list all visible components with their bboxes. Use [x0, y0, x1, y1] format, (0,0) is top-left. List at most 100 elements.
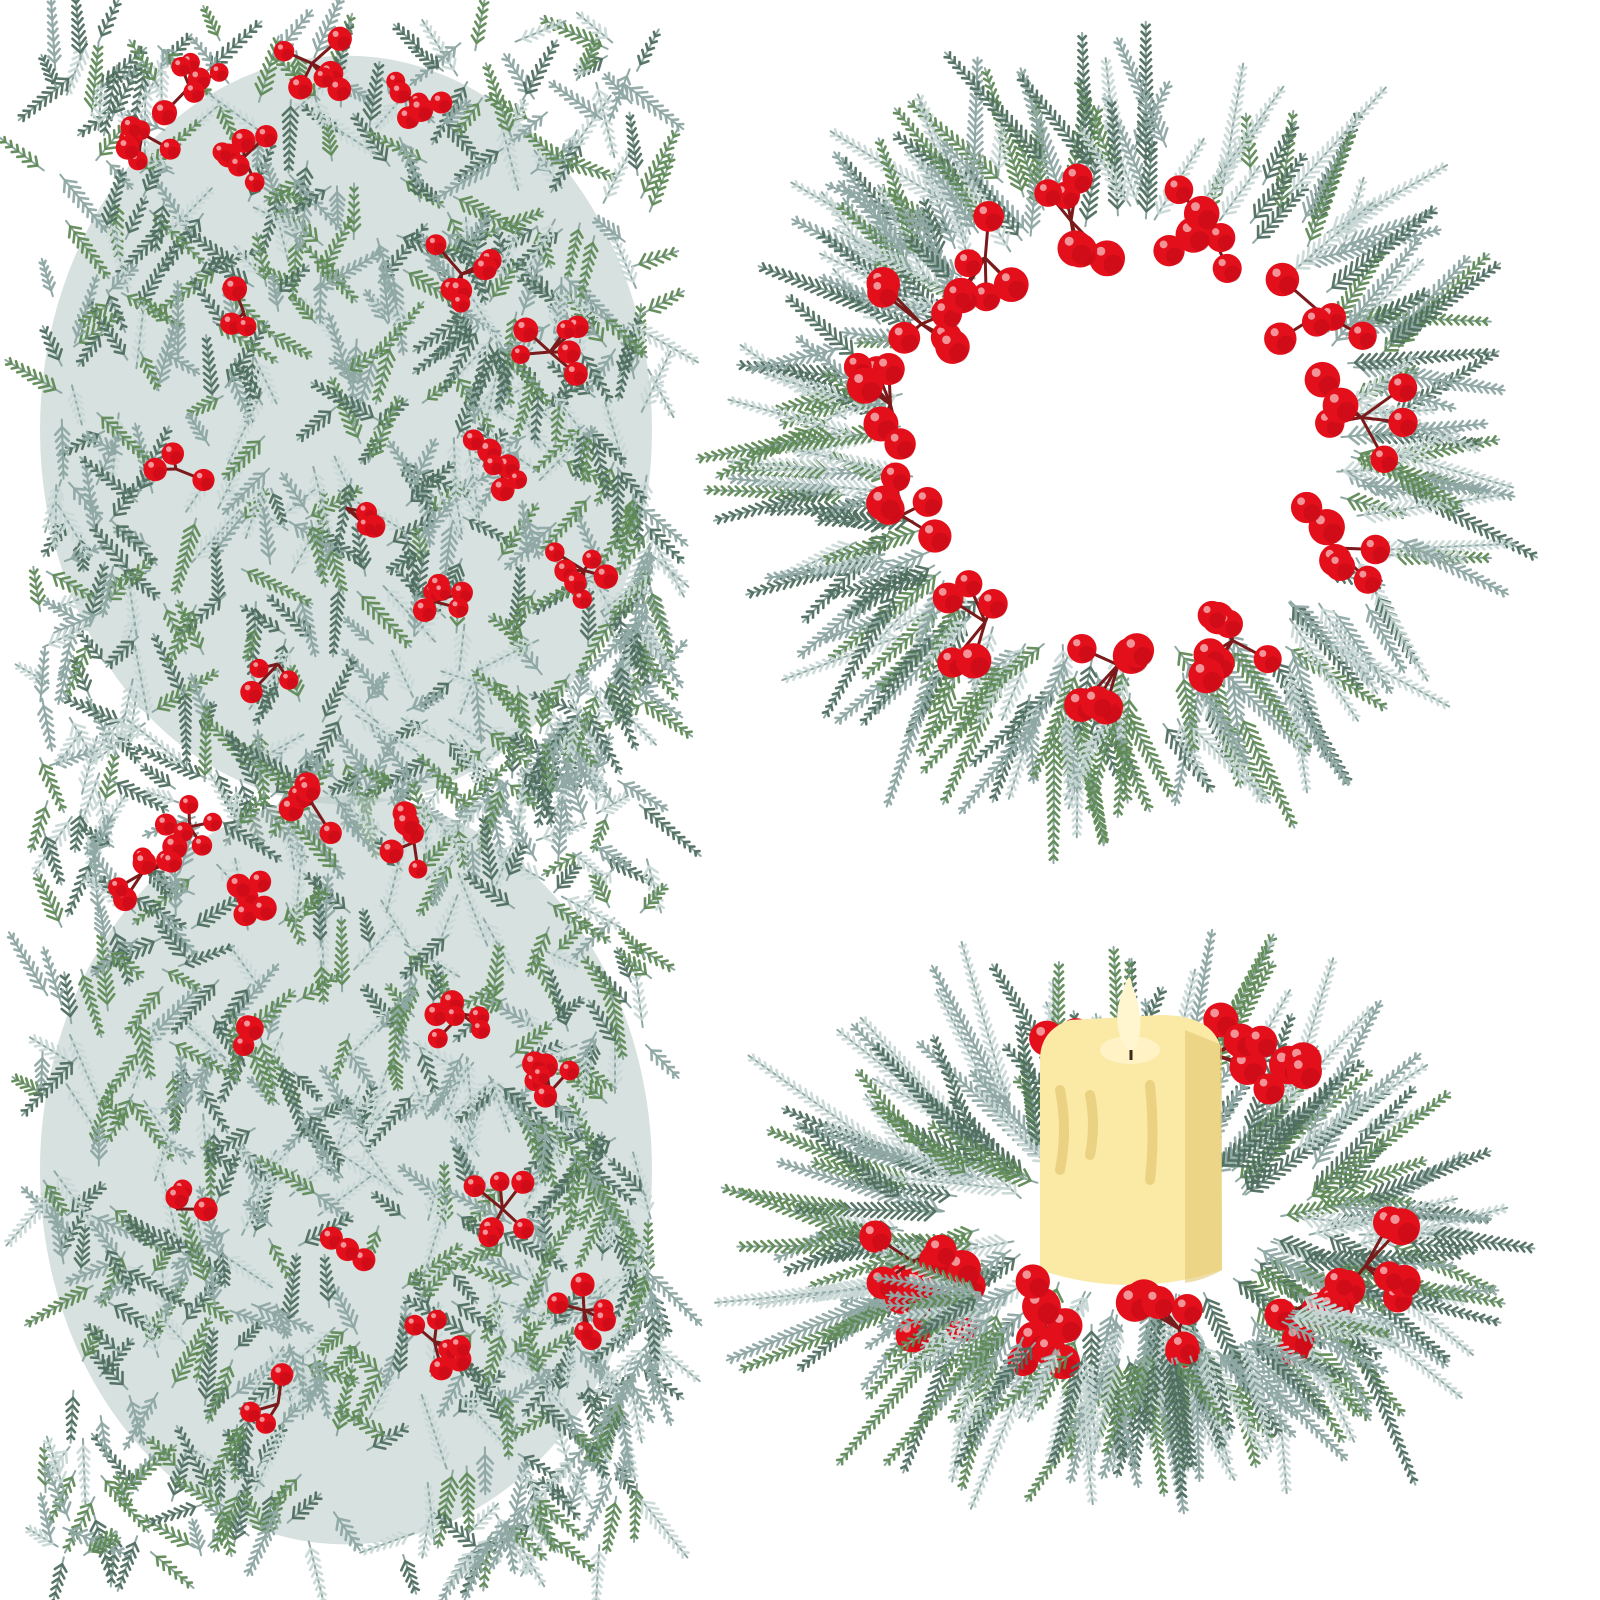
fir-sprig — [268, 1473, 302, 1511]
flame — [1117, 977, 1141, 1050]
fir-sprig — [1363, 1147, 1492, 1204]
fir-sprig — [42, 1435, 68, 1491]
fir-sprig — [307, 519, 329, 588]
fir-sprig — [371, 342, 396, 405]
fir-sprig — [359, 1531, 415, 1556]
berry-cluster — [547, 1272, 616, 1351]
fir-sprig — [600, 314, 648, 359]
fir-sprig — [96, 931, 116, 1012]
fir-sprig — [279, 472, 309, 514]
fir-sprig — [983, 1341, 1037, 1405]
fir-sprig — [190, 508, 242, 564]
fir-sprig — [322, 123, 339, 162]
fir-sprig — [242, 482, 268, 540]
fir-sprig — [809, 549, 886, 575]
fir-sprig — [197, 701, 213, 783]
fir-sprig — [122, 1267, 193, 1311]
fir-sprig — [252, 1423, 286, 1492]
fir-sprig — [38, 53, 58, 89]
fir-sprig — [560, 895, 622, 931]
fir-sprig — [370, 1190, 406, 1220]
fir-sprig — [575, 11, 614, 44]
fir-sprig — [1288, 1311, 1396, 1351]
fir-sprig — [458, 1465, 476, 1534]
fir-sprig — [75, 329, 104, 367]
fir-sprig — [481, 1329, 507, 1387]
fir-sprig — [273, 263, 311, 297]
fir-sprig — [232, 358, 264, 406]
fir-sprig — [1250, 1267, 1318, 1306]
fir-sprig — [1239, 714, 1298, 829]
fir-sprig — [1101, 1358, 1140, 1457]
fir-sprig — [630, 1381, 656, 1424]
fir-sprig — [546, 1483, 581, 1521]
fir-sprig — [188, 1518, 206, 1557]
fir-sprig — [629, 1483, 644, 1543]
fir-sprig — [554, 1099, 583, 1138]
fir-sprig — [346, 182, 362, 241]
fir-sprig — [1249, 152, 1308, 224]
fir-sprig — [141, 1314, 163, 1358]
fir-sprig — [332, 477, 356, 557]
fir-sprig — [449, 1269, 480, 1305]
fir-sprig — [40, 946, 65, 1006]
berry-cluster — [1034, 163, 1126, 277]
fir-sprig — [460, 1056, 477, 1116]
fir-sprig — [311, 96, 333, 134]
fir-sprig — [521, 39, 560, 101]
berry-cluster — [425, 234, 502, 313]
fir-sprig — [1347, 348, 1492, 372]
fir-sprig — [97, 0, 122, 44]
fir-sprig — [96, 411, 150, 463]
fir-sprig — [325, 312, 355, 388]
fir-sprig — [221, 1253, 274, 1290]
berry-cluster — [404, 1309, 472, 1381]
fir-sprig — [213, 983, 252, 1036]
pillar-candle — [1040, 977, 1222, 1285]
fir-sprig — [488, 612, 529, 642]
fir-sprig — [571, 852, 604, 878]
fir-sprig — [495, 207, 545, 234]
fir-sprig — [457, 759, 514, 810]
fir-sprig — [593, 1345, 648, 1397]
berry-cluster — [932, 570, 1008, 679]
fir-sprig — [738, 1306, 894, 1374]
fir-sprig — [1252, 183, 1310, 244]
fir-sprig — [358, 907, 376, 949]
fir-sprig — [1384, 260, 1501, 347]
fir-sprig — [1290, 200, 1374, 274]
fir-sprig — [536, 1126, 553, 1175]
berry-cluster — [1007, 1264, 1083, 1380]
berry-cluster — [424, 990, 491, 1049]
fir-sprig — [636, 628, 675, 670]
berry-cluster — [1304, 361, 1418, 474]
fir-sprig — [131, 1018, 156, 1081]
fir-sprig — [199, 1146, 237, 1172]
fir-sprig — [105, 948, 145, 981]
fir-sprig — [592, 214, 626, 243]
fir-sprig — [552, 995, 585, 1022]
fir-sprig — [154, 919, 190, 962]
fir-sprig — [1311, 1085, 1417, 1195]
berry-cluster — [522, 1051, 580, 1108]
fir-sprig — [640, 128, 681, 199]
fir-sprig — [460, 1356, 506, 1426]
fir-sprig — [463, 448, 483, 519]
fir-sprig — [580, 955, 615, 1001]
fir-sprig — [608, 228, 638, 289]
fir-sprig — [86, 1534, 122, 1555]
fir-sprig — [844, 564, 936, 620]
fir-sprig — [564, 222, 584, 281]
fir-sprig — [541, 851, 583, 878]
berry-cluster — [154, 795, 223, 860]
fir-sprig — [589, 436, 613, 502]
fir-sprig — [125, 1221, 160, 1249]
fir-sprig — [629, 1151, 655, 1220]
fir-sprig — [171, 1316, 214, 1389]
fir-sprig — [523, 218, 557, 275]
fir-sprig — [243, 1503, 282, 1577]
fir-sprig — [221, 435, 266, 481]
fir-sprig — [328, 584, 346, 658]
fir-sprig — [799, 1121, 905, 1201]
berry-cluster — [843, 352, 916, 460]
